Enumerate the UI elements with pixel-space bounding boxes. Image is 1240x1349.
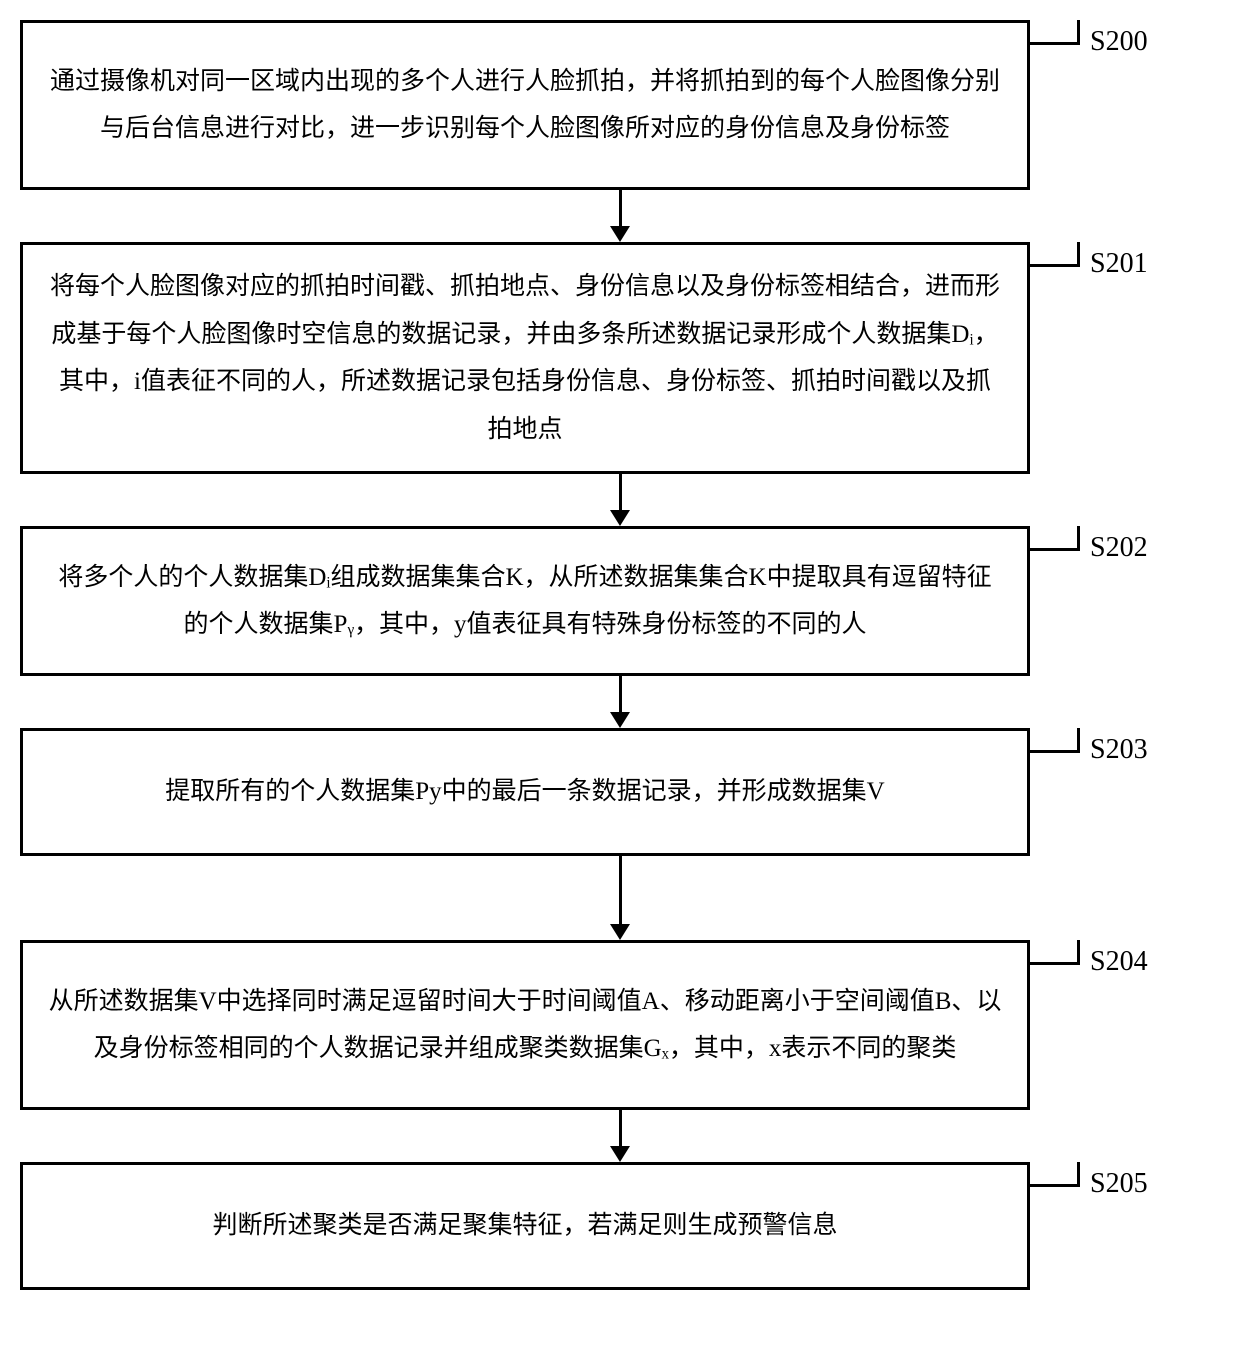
arrow-line	[619, 190, 622, 226]
connector-line	[1030, 526, 1080, 551]
step-row-s205: 判断所述聚类是否满足聚集特征，若满足则生成预警信息 S205	[20, 1162, 1220, 1290]
step-box-s201: 将每个人脸图像对应的抓拍时间戳、抓拍地点、身份信息以及身份标签相结合，进而形成基…	[20, 242, 1030, 474]
step-label-s204: S204	[1090, 946, 1148, 978]
step-text-s201: 将每个人脸图像对应的抓拍时间戳、抓拍地点、身份信息以及身份标签相结合，进而形成基…	[47, 263, 1003, 453]
step-text-s205: 判断所述聚类是否满足聚集特征，若满足则生成预警信息	[212, 1202, 837, 1250]
step-box-s204: 从所述数据集V中选择同时满足逗留时间大于时间阈值A、移动距离小于空间阈值B、以及…	[20, 940, 1030, 1110]
connector-line	[1030, 1162, 1080, 1187]
label-connector-s201: S201	[1030, 242, 1220, 280]
label-connector-s205: S205	[1030, 1162, 1220, 1200]
label-connector-s203: S203	[1030, 728, 1220, 766]
step-label-s201: S201	[1090, 248, 1148, 280]
step-label-s202: S202	[1090, 532, 1148, 564]
arrow-1	[115, 474, 1125, 526]
step-label-s203: S203	[1090, 734, 1148, 766]
flowchart-container: 通过摄像机对同一区域内出现的多个人进行人脸抓拍，并将抓拍到的每个人脸图像分别与后…	[20, 20, 1220, 1290]
arrow-2	[115, 676, 1125, 728]
connector-line	[1030, 728, 1080, 753]
step-text-s203: 提取所有的个人数据集Py中的最后一条数据记录，并形成数据集V	[165, 768, 884, 816]
step-box-s205: 判断所述聚类是否满足聚集特征，若满足则生成预警信息	[20, 1162, 1030, 1290]
label-connector-s204: S204	[1030, 940, 1220, 978]
step-row-s204: 从所述数据集V中选择同时满足逗留时间大于时间阈值A、移动距离小于空间阈值B、以及…	[20, 940, 1220, 1110]
arrow-line	[619, 856, 622, 924]
step-box-s200: 通过摄像机对同一区域内出现的多个人进行人脸抓拍，并将抓拍到的每个人脸图像分别与后…	[20, 20, 1030, 190]
arrow-head-icon	[610, 226, 630, 242]
arrow-4	[115, 1110, 1125, 1162]
arrow-3	[115, 856, 1125, 940]
step-row-s200: 通过摄像机对同一区域内出现的多个人进行人脸抓拍，并将抓拍到的每个人脸图像分别与后…	[20, 20, 1220, 190]
arrow-line	[619, 676, 622, 712]
arrow-head-icon	[610, 712, 630, 728]
arrow-head-icon	[610, 924, 630, 940]
step-label-s205: S205	[1090, 1168, 1148, 1200]
arrow-head-icon	[610, 1146, 630, 1162]
arrow-head-icon	[610, 510, 630, 526]
step-box-s202: 将多个人的个人数据集Dᵢ组成数据集集合K，从所述数据集集合K中提取具有逗留特征的…	[20, 526, 1030, 676]
step-text-s200: 通过摄像机对同一区域内出现的多个人进行人脸抓拍，并将抓拍到的每个人脸图像分别与后…	[47, 58, 1003, 153]
label-connector-s202: S202	[1030, 526, 1220, 564]
arrow-line	[619, 1110, 622, 1146]
step-label-s200: S200	[1090, 26, 1148, 58]
arrow-line	[619, 474, 622, 510]
step-row-s201: 将每个人脸图像对应的抓拍时间戳、抓拍地点、身份信息以及身份标签相结合，进而形成基…	[20, 242, 1220, 474]
step-text-s202: 将多个人的个人数据集Dᵢ组成数据集集合K，从所述数据集集合K中提取具有逗留特征的…	[47, 554, 1003, 649]
step-text-s204: 从所述数据集V中选择同时满足逗留时间大于时间阈值A、移动距离小于空间阈值B、以及…	[47, 978, 1003, 1073]
connector-line	[1030, 242, 1080, 267]
arrow-0	[115, 190, 1125, 242]
label-connector-s200: S200	[1030, 20, 1220, 58]
step-row-s202: 将多个人的个人数据集Dᵢ组成数据集集合K，从所述数据集集合K中提取具有逗留特征的…	[20, 526, 1220, 676]
connector-line	[1030, 940, 1080, 965]
step-box-s203: 提取所有的个人数据集Py中的最后一条数据记录，并形成数据集V	[20, 728, 1030, 856]
connector-line	[1030, 20, 1080, 45]
step-row-s203: 提取所有的个人数据集Py中的最后一条数据记录，并形成数据集V S203	[20, 728, 1220, 856]
